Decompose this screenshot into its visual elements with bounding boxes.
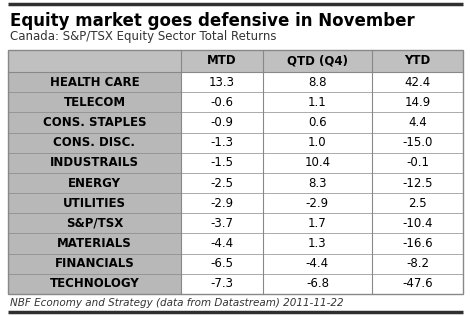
Bar — [8, 72, 181, 294]
Text: TECHNOLOGY: TECHNOLOGY — [49, 277, 139, 290]
Text: 2.5: 2.5 — [408, 197, 427, 210]
Text: -47.6: -47.6 — [402, 277, 433, 290]
Text: -6.8: -6.8 — [306, 277, 329, 290]
Text: CONS. STAPLES: CONS. STAPLES — [43, 116, 146, 129]
Text: CONS. DISC.: CONS. DISC. — [53, 136, 136, 149]
Text: -12.5: -12.5 — [402, 177, 433, 190]
Text: 1.3: 1.3 — [308, 237, 327, 250]
Text: 13.3: 13.3 — [209, 76, 235, 88]
Text: TELECOM: TELECOM — [64, 96, 125, 109]
Text: NBF Economy and Strategy (data from Datastream) 2011-11-22: NBF Economy and Strategy (data from Data… — [10, 298, 344, 308]
Text: -1.5: -1.5 — [211, 156, 233, 169]
Text: FINANCIALS: FINANCIALS — [55, 257, 134, 270]
Text: -0.6: -0.6 — [211, 96, 233, 109]
Text: MTD: MTD — [207, 54, 236, 68]
Bar — [8, 50, 463, 72]
Text: -3.7: -3.7 — [211, 217, 233, 230]
Text: -0.1: -0.1 — [406, 156, 429, 169]
Text: -8.2: -8.2 — [406, 257, 429, 270]
Text: 10.4: 10.4 — [304, 156, 331, 169]
Text: -7.3: -7.3 — [211, 277, 233, 290]
Text: -4.4: -4.4 — [306, 257, 329, 270]
Text: 8.3: 8.3 — [308, 177, 327, 190]
Text: YTD: YTD — [405, 54, 430, 68]
Text: UTILITIES: UTILITIES — [63, 197, 126, 210]
Bar — [8, 50, 463, 294]
Text: 8.8: 8.8 — [308, 76, 327, 88]
Text: QTD (Q4): QTD (Q4) — [287, 54, 348, 68]
Text: -2.9: -2.9 — [210, 197, 234, 210]
Text: 0.6: 0.6 — [308, 116, 327, 129]
Text: -0.9: -0.9 — [211, 116, 233, 129]
Text: Canada: S&P/TSX Equity Sector Total Returns: Canada: S&P/TSX Equity Sector Total Retu… — [10, 30, 276, 43]
Text: -10.4: -10.4 — [402, 217, 433, 230]
Text: S&P/TSX: S&P/TSX — [66, 217, 123, 230]
Text: -4.4: -4.4 — [210, 237, 234, 250]
Bar — [181, 72, 463, 294]
Text: -6.5: -6.5 — [211, 257, 233, 270]
Text: -2.5: -2.5 — [211, 177, 233, 190]
Text: 1.7: 1.7 — [308, 217, 327, 230]
Text: HEALTH CARE: HEALTH CARE — [49, 76, 139, 88]
Text: ENERGY: ENERGY — [68, 177, 121, 190]
Text: 4.4: 4.4 — [408, 116, 427, 129]
Text: -1.3: -1.3 — [211, 136, 233, 149]
Text: -2.9: -2.9 — [306, 197, 329, 210]
Text: INDUSTRAILS: INDUSTRAILS — [50, 156, 139, 169]
Text: 42.4: 42.4 — [405, 76, 430, 88]
Text: Equity market goes defensive in November: Equity market goes defensive in November — [10, 12, 415, 30]
Text: MATERIALS: MATERIALS — [57, 237, 132, 250]
Text: -15.0: -15.0 — [402, 136, 433, 149]
Text: 1.0: 1.0 — [308, 136, 327, 149]
Text: -16.6: -16.6 — [402, 237, 433, 250]
Text: 1.1: 1.1 — [308, 96, 327, 109]
Text: 14.9: 14.9 — [405, 96, 430, 109]
